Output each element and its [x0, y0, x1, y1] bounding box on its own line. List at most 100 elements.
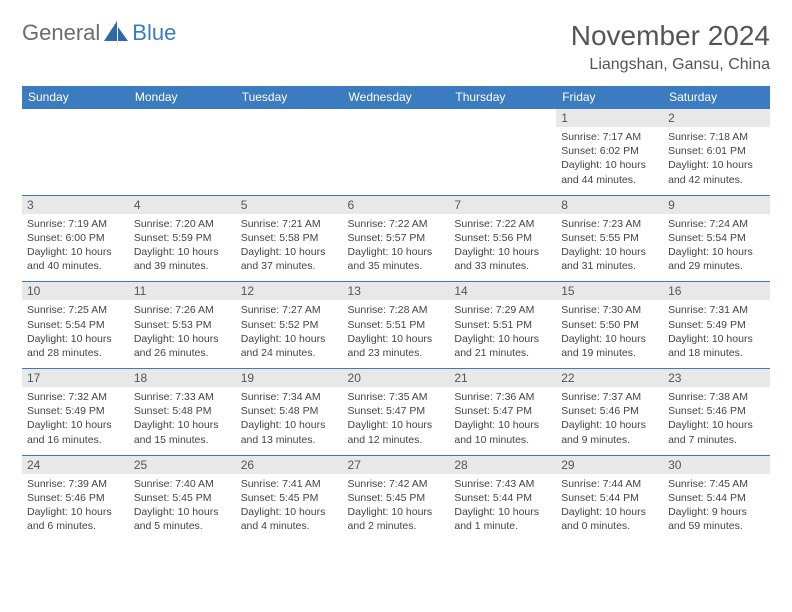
day-body: Sunrise: 7:40 AMSunset: 5:45 PMDaylight:… — [129, 474, 236, 542]
daylight-text: Daylight: 10 hours and 33 minutes. — [454, 245, 551, 273]
day-body: Sunrise: 7:23 AMSunset: 5:55 PMDaylight:… — [556, 214, 663, 282]
day-cell: 29Sunrise: 7:44 AMSunset: 5:44 PMDayligh… — [556, 455, 663, 541]
sunset-text: Sunset: 5:48 PM — [241, 404, 338, 418]
day-body: Sunrise: 7:22 AMSunset: 5:56 PMDaylight:… — [449, 214, 556, 282]
sunset-text: Sunset: 5:46 PM — [27, 491, 124, 505]
day-cell: 23Sunrise: 7:38 AMSunset: 5:46 PMDayligh… — [663, 369, 770, 456]
sunset-text: Sunset: 5:50 PM — [561, 318, 658, 332]
daylight-text: Daylight: 10 hours and 44 minutes. — [561, 158, 658, 186]
day-cell: 26Sunrise: 7:41 AMSunset: 5:45 PMDayligh… — [236, 455, 343, 541]
day-body: Sunrise: 7:43 AMSunset: 5:44 PMDaylight:… — [449, 474, 556, 542]
day-number: 29 — [556, 456, 663, 474]
title-block: November 2024 Liangshan, Gansu, China — [571, 20, 770, 74]
day-cell: 12Sunrise: 7:27 AMSunset: 5:52 PMDayligh… — [236, 282, 343, 369]
day-body: Sunrise: 7:28 AMSunset: 5:51 PMDaylight:… — [343, 300, 450, 368]
day-number: 17 — [22, 369, 129, 387]
day-cell: 22Sunrise: 7:37 AMSunset: 5:46 PMDayligh… — [556, 369, 663, 456]
day-cell: 1Sunrise: 7:17 AMSunset: 6:02 PMDaylight… — [556, 109, 663, 196]
sunrise-text: Sunrise: 7:24 AM — [668, 217, 765, 231]
weekday-friday: Friday — [556, 86, 663, 109]
sunrise-text: Sunrise: 7:26 AM — [134, 303, 231, 317]
sunrise-text: Sunrise: 7:34 AM — [241, 390, 338, 404]
sunset-text: Sunset: 5:44 PM — [454, 491, 551, 505]
day-number: 11 — [129, 282, 236, 300]
day-body: Sunrise: 7:38 AMSunset: 5:46 PMDaylight:… — [663, 387, 770, 455]
week-row: 10Sunrise: 7:25 AMSunset: 5:54 PMDayligh… — [22, 282, 770, 369]
sunrise-text: Sunrise: 7:37 AM — [561, 390, 658, 404]
daylight-text: Daylight: 10 hours and 10 minutes. — [454, 418, 551, 446]
sunrise-text: Sunrise: 7:45 AM — [668, 477, 765, 491]
day-body: Sunrise: 7:37 AMSunset: 5:46 PMDaylight:… — [556, 387, 663, 455]
sunset-text: Sunset: 5:51 PM — [348, 318, 445, 332]
day-body: Sunrise: 7:42 AMSunset: 5:45 PMDaylight:… — [343, 474, 450, 542]
sunset-text: Sunset: 5:44 PM — [668, 491, 765, 505]
daylight-text: Daylight: 10 hours and 42 minutes. — [668, 158, 765, 186]
day-cell — [236, 109, 343, 196]
sunset-text: Sunset: 6:00 PM — [27, 231, 124, 245]
daylight-text: Daylight: 10 hours and 40 minutes. — [27, 245, 124, 273]
daylight-text: Daylight: 10 hours and 39 minutes. — [134, 245, 231, 273]
day-body: Sunrise: 7:18 AMSunset: 6:01 PMDaylight:… — [663, 127, 770, 195]
day-number: 25 — [129, 456, 236, 474]
day-number: 26 — [236, 456, 343, 474]
day-cell — [343, 109, 450, 196]
weekday-monday: Monday — [129, 86, 236, 109]
sunset-text: Sunset: 5:52 PM — [241, 318, 338, 332]
day-cell — [449, 109, 556, 196]
weekday-tuesday: Tuesday — [236, 86, 343, 109]
sunrise-text: Sunrise: 7:19 AM — [27, 217, 124, 231]
daylight-text: Daylight: 10 hours and 23 minutes. — [348, 332, 445, 360]
day-number: 30 — [663, 456, 770, 474]
daylight-text: Daylight: 10 hours and 6 minutes. — [27, 505, 124, 533]
day-number: 9 — [663, 196, 770, 214]
day-number: 8 — [556, 196, 663, 214]
sunset-text: Sunset: 5:51 PM — [454, 318, 551, 332]
sunset-text: Sunset: 6:01 PM — [668, 144, 765, 158]
daylight-text: Daylight: 10 hours and 28 minutes. — [27, 332, 124, 360]
day-body — [129, 127, 236, 177]
day-body: Sunrise: 7:34 AMSunset: 5:48 PMDaylight:… — [236, 387, 343, 455]
sunset-text: Sunset: 5:49 PM — [27, 404, 124, 418]
sunset-text: Sunset: 5:46 PM — [561, 404, 658, 418]
day-body — [343, 127, 450, 177]
daylight-text: Daylight: 10 hours and 16 minutes. — [27, 418, 124, 446]
day-number: 16 — [663, 282, 770, 300]
logo-text-blue: Blue — [132, 20, 176, 46]
day-cell: 16Sunrise: 7:31 AMSunset: 5:49 PMDayligh… — [663, 282, 770, 369]
day-number: 13 — [343, 282, 450, 300]
daylight-text: Daylight: 10 hours and 0 minutes. — [561, 505, 658, 533]
sunrise-text: Sunrise: 7:30 AM — [561, 303, 658, 317]
logo: General Blue — [22, 20, 176, 46]
sunrise-text: Sunrise: 7:27 AM — [241, 303, 338, 317]
day-body: Sunrise: 7:45 AMSunset: 5:44 PMDaylight:… — [663, 474, 770, 542]
daylight-text: Daylight: 10 hours and 15 minutes. — [134, 418, 231, 446]
day-cell: 7Sunrise: 7:22 AMSunset: 5:56 PMDaylight… — [449, 195, 556, 282]
day-body: Sunrise: 7:33 AMSunset: 5:48 PMDaylight:… — [129, 387, 236, 455]
daylight-text: Daylight: 10 hours and 5 minutes. — [134, 505, 231, 533]
day-body — [22, 127, 129, 177]
day-cell: 15Sunrise: 7:30 AMSunset: 5:50 PMDayligh… — [556, 282, 663, 369]
sunset-text: Sunset: 5:57 PM — [348, 231, 445, 245]
day-cell: 9Sunrise: 7:24 AMSunset: 5:54 PMDaylight… — [663, 195, 770, 282]
day-cell: 19Sunrise: 7:34 AMSunset: 5:48 PMDayligh… — [236, 369, 343, 456]
weekday-header-row: Sunday Monday Tuesday Wednesday Thursday… — [22, 86, 770, 109]
day-cell: 14Sunrise: 7:29 AMSunset: 5:51 PMDayligh… — [449, 282, 556, 369]
day-cell: 21Sunrise: 7:36 AMSunset: 5:47 PMDayligh… — [449, 369, 556, 456]
day-cell: 24Sunrise: 7:39 AMSunset: 5:46 PMDayligh… — [22, 455, 129, 541]
sunrise-text: Sunrise: 7:23 AM — [561, 217, 658, 231]
daylight-text: Daylight: 10 hours and 24 minutes. — [241, 332, 338, 360]
week-row: 24Sunrise: 7:39 AMSunset: 5:46 PMDayligh… — [22, 455, 770, 541]
day-body: Sunrise: 7:41 AMSunset: 5:45 PMDaylight:… — [236, 474, 343, 542]
day-body: Sunrise: 7:29 AMSunset: 5:51 PMDaylight:… — [449, 300, 556, 368]
daylight-text: Daylight: 10 hours and 18 minutes. — [668, 332, 765, 360]
day-number: 3 — [22, 196, 129, 214]
page-header: General Blue November 2024 Liangshan, Ga… — [22, 20, 770, 74]
day-number: 14 — [449, 282, 556, 300]
sunset-text: Sunset: 5:59 PM — [134, 231, 231, 245]
sunset-text: Sunset: 5:45 PM — [134, 491, 231, 505]
sunrise-text: Sunrise: 7:41 AM — [241, 477, 338, 491]
sunrise-text: Sunrise: 7:42 AM — [348, 477, 445, 491]
sunset-text: Sunset: 5:47 PM — [454, 404, 551, 418]
sunset-text: Sunset: 5:45 PM — [241, 491, 338, 505]
daylight-text: Daylight: 10 hours and 29 minutes. — [668, 245, 765, 273]
